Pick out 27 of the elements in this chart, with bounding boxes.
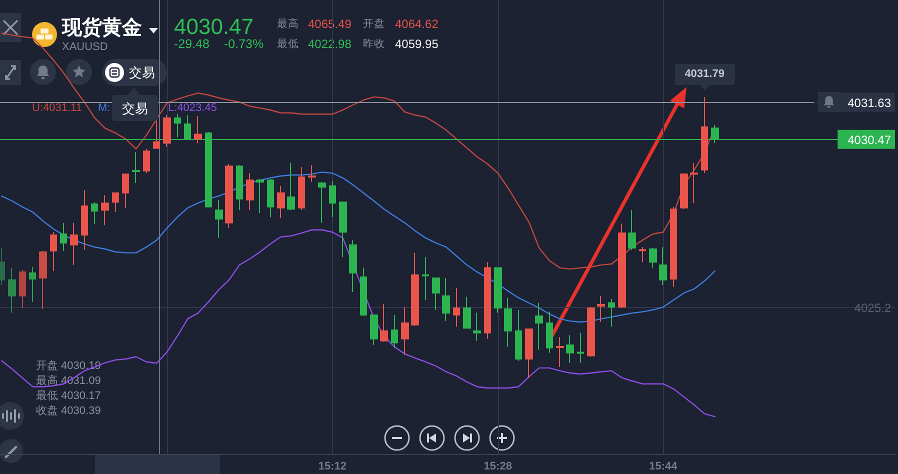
annotation: 4059.95 [395, 37, 438, 51]
annotation: 最高 [277, 18, 299, 30]
annotation: 4030.47 [174, 14, 254, 39]
annotation: -0.73% [224, 37, 264, 51]
y-tick-label: 4031.63 [848, 96, 892, 110]
annotation: U:4031.11 [32, 102, 82, 114]
annotation: 4031.79 [684, 68, 726, 80]
annotation: 4064.62 [395, 17, 438, 31]
y-tick-label: 4025.2 [854, 300, 892, 315]
annotation: 开盘 [363, 18, 385, 30]
annotation: 收盘 4030.39 [36, 405, 101, 417]
annotation: 最低 [277, 38, 299, 50]
x-tick-label: 15:28 [484, 460, 512, 472]
annotation: 昨收 [363, 38, 385, 50]
annotation: 4022.98 [308, 37, 352, 51]
x-tick-label: 15:12 [318, 460, 347, 472]
annotation: 4065.49 [308, 17, 352, 31]
annotation: M: [98, 102, 110, 114]
annotation: L:4023.45 [168, 102, 217, 114]
text: XAUUSD [62, 41, 108, 53]
annotation: 交易 [122, 101, 148, 116]
annotation: -29.48 [174, 37, 210, 51]
x-tick-label: 15:44 [649, 460, 678, 472]
annotation: 交易 [129, 65, 155, 80]
text: 现货黄金 [62, 17, 142, 39]
y-tick-label: 4030.47 [848, 132, 892, 147]
annotation: 最低 4030.17 [36, 390, 101, 402]
